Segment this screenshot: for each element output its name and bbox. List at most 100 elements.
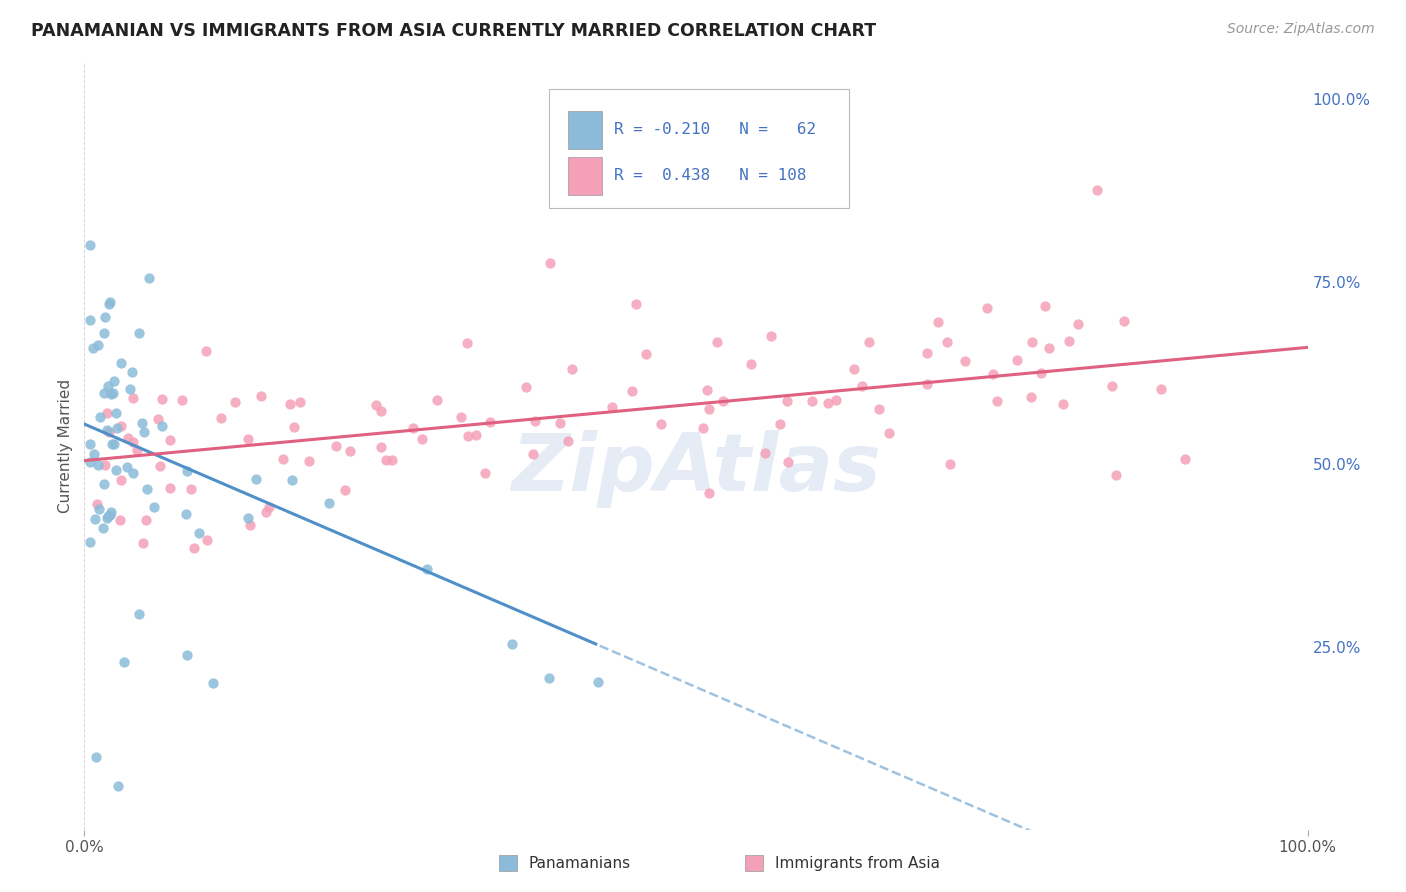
- Point: [981, 367, 1004, 381]
- Point: [89, 409, 111, 424]
- Point: [1019, 390, 1042, 404]
- Point: [195, 533, 218, 547]
- Point: [159, 481, 181, 495]
- Point: [172, 393, 194, 408]
- Point: [769, 417, 792, 432]
- FancyBboxPatch shape: [568, 157, 602, 195]
- Point: [122, 466, 145, 480]
- Point: [120, 382, 142, 396]
- Point: [465, 428, 488, 442]
- Point: [103, 374, 125, 388]
- Point: [824, 392, 846, 407]
- Point: [150, 392, 173, 407]
- Point: [877, 426, 900, 441]
- Point: [138, 271, 160, 285]
- Point: [740, 357, 762, 371]
- Point: [1057, 334, 1080, 348]
- Point: [1114, 314, 1136, 328]
- Point: [128, 607, 150, 621]
- Point: [976, 301, 998, 315]
- Point: [97, 425, 120, 439]
- Point: [183, 541, 205, 555]
- Point: [851, 378, 873, 392]
- Point: [149, 458, 172, 473]
- Point: [868, 402, 890, 417]
- Point: [364, 399, 387, 413]
- Point: [107, 421, 129, 435]
- Point: [706, 334, 728, 349]
- Text: ZipAtlas: ZipAtlas: [510, 430, 882, 508]
- Point: [122, 391, 145, 405]
- Point: [915, 376, 938, 391]
- Point: [1033, 299, 1056, 313]
- Point: [620, 384, 643, 398]
- Point: [86, 497, 108, 511]
- Point: [135, 513, 157, 527]
- Point: [107, 779, 129, 793]
- Point: [105, 406, 128, 420]
- Point: [776, 393, 799, 408]
- Point: [1067, 317, 1090, 331]
- Point: [236, 432, 259, 446]
- Point: [754, 446, 776, 460]
- Point: [176, 464, 198, 478]
- Point: [478, 415, 501, 429]
- Y-axis label: Currently Married: Currently Married: [58, 379, 73, 513]
- Point: [110, 418, 132, 433]
- Point: [457, 428, 479, 442]
- Point: [112, 655, 135, 669]
- Point: [101, 437, 124, 451]
- Text: Panamanians: Panamanians: [529, 856, 631, 871]
- Text: Immigrants from Asia: Immigrants from Asia: [775, 856, 939, 871]
- Point: [650, 417, 672, 431]
- FancyBboxPatch shape: [550, 89, 849, 208]
- Point: [188, 525, 211, 540]
- Point: [128, 326, 150, 340]
- Point: [1029, 366, 1052, 380]
- Point: [250, 389, 273, 403]
- Point: [87, 501, 110, 516]
- Point: [402, 421, 425, 435]
- Point: [83, 447, 105, 461]
- Point: [801, 394, 824, 409]
- Point: [561, 362, 583, 376]
- Point: [100, 386, 122, 401]
- Point: [93, 386, 115, 401]
- Point: [271, 452, 294, 467]
- Point: [776, 455, 799, 469]
- Point: [143, 500, 166, 514]
- Point: [110, 513, 132, 527]
- Point: [98, 296, 121, 310]
- Point: [1174, 452, 1197, 467]
- Point: [83, 511, 105, 525]
- Point: [515, 380, 537, 394]
- Point: [915, 346, 938, 360]
- Point: [180, 482, 202, 496]
- Point: [136, 482, 159, 496]
- Point: [110, 473, 132, 487]
- Point: [97, 509, 120, 524]
- Point: [100, 505, 122, 519]
- Point: [339, 444, 361, 458]
- Point: [79, 455, 101, 469]
- Point: [456, 335, 478, 350]
- Point: [325, 438, 347, 452]
- Point: [374, 453, 396, 467]
- Point: [1105, 467, 1128, 482]
- Point: [281, 473, 304, 487]
- Point: [297, 454, 319, 468]
- Point: [502, 637, 524, 651]
- Point: [711, 393, 734, 408]
- Text: Source: ZipAtlas.com: Source: ZipAtlas.com: [1227, 22, 1375, 37]
- Point: [98, 295, 121, 310]
- Point: [122, 434, 145, 449]
- Point: [82, 341, 104, 355]
- Text: R =  0.438   N = 108: R = 0.438 N = 108: [614, 169, 807, 184]
- Point: [692, 421, 714, 435]
- Point: [474, 466, 496, 480]
- Point: [524, 414, 547, 428]
- Point: [94, 458, 117, 472]
- Point: [236, 511, 259, 525]
- Point: [697, 402, 720, 417]
- Point: [696, 383, 718, 397]
